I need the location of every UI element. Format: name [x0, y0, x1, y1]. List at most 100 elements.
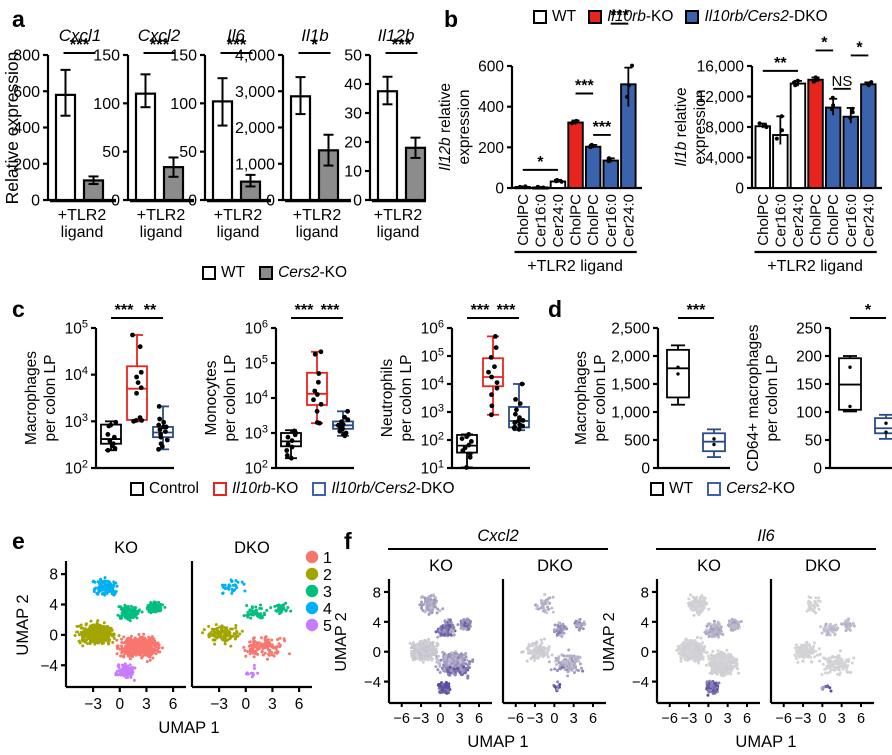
umap-point [443, 632, 447, 636]
umap-point [568, 667, 572, 671]
legend-item-b-ko: Il10rb-KO [588, 8, 673, 26]
umap-point [270, 643, 274, 647]
umap-point [459, 621, 463, 625]
data-point [831, 103, 836, 108]
y-tick-label: 102 [245, 459, 268, 478]
umap-point [263, 651, 267, 655]
x-tick-label: 0 [436, 711, 444, 727]
data-point [139, 418, 145, 423]
y-tick-label: 106 [245, 319, 268, 338]
umap-point [439, 658, 443, 662]
x-tick-label: 3 [570, 711, 578, 727]
umap-point [446, 685, 450, 689]
chart-title-Il1b: Il1b [301, 26, 328, 45]
umap-point [122, 655, 126, 659]
umap-point [275, 604, 279, 608]
umap-point [163, 605, 167, 609]
umap-point [251, 647, 255, 651]
umap-point [260, 650, 264, 654]
umap-point [572, 670, 576, 674]
umap-point [546, 601, 550, 605]
x-tick-label: 0 [241, 696, 250, 713]
umap-point [128, 653, 132, 657]
umap-point [466, 618, 470, 622]
x-tick-label-0: CholPC [755, 194, 772, 246]
umap-point [553, 623, 557, 627]
umap-point [157, 600, 161, 604]
umap-point [423, 610, 427, 614]
umap-point [436, 668, 440, 672]
x-tick-label-2: Cer24:0 [790, 194, 807, 247]
y-tick-label: 50 [805, 433, 823, 450]
umap-point [138, 635, 142, 639]
data-point [107, 438, 113, 444]
umap-point [90, 627, 94, 631]
umap-point [441, 625, 445, 629]
y-tick-label: 12,000 [697, 89, 745, 106]
umap-point [92, 590, 96, 594]
umap-point [248, 609, 252, 613]
umap-point [277, 606, 281, 610]
umap-point [245, 671, 249, 675]
umap-point [530, 650, 534, 654]
umap-point [99, 578, 103, 582]
umap-point [435, 611, 439, 615]
bar-3 [807, 78, 824, 189]
umap-point [132, 609, 136, 613]
umap-point [433, 605, 437, 609]
umap-point [259, 616, 263, 620]
umap-point [462, 653, 466, 657]
y-tick-label: 250 [796, 321, 822, 338]
umap-point [264, 635, 268, 639]
umap-point [536, 604, 540, 608]
sig-label: *** [497, 302, 516, 319]
umap-point [443, 686, 447, 690]
sig-label: *** [227, 35, 247, 54]
data-point [285, 434, 291, 440]
umap-point [729, 672, 733, 676]
umap-point [160, 646, 164, 650]
umap-point [444, 664, 448, 668]
umap-point [428, 606, 432, 610]
legend-swatch-b-dko [685, 10, 700, 24]
data-point [512, 411, 518, 417]
panel-e-ylabel: UMAP 2 [14, 594, 32, 655]
umap-point [120, 611, 124, 615]
umap-point [126, 675, 130, 679]
umap-point [703, 644, 707, 648]
umap-point [276, 638, 280, 642]
umap-point [556, 687, 560, 691]
umap-point [715, 655, 719, 659]
umap-point [431, 640, 435, 644]
umap-point [681, 648, 685, 652]
umap-point [154, 645, 158, 649]
umap-point [252, 663, 256, 667]
umap-point [539, 638, 543, 642]
umap-point [147, 635, 151, 639]
umap-point [560, 660, 564, 664]
bar-2 [789, 82, 807, 189]
umap-point [120, 667, 124, 671]
umap-point [557, 631, 561, 635]
y-tick-label: 200 [796, 349, 822, 366]
umap-point [287, 652, 291, 656]
umap-point [568, 659, 572, 663]
umap-point [560, 634, 564, 638]
umap-point [144, 647, 148, 651]
umap-point [251, 651, 255, 655]
bar-6 [860, 83, 877, 189]
x-tick-label: 0 [115, 696, 124, 713]
data-point [625, 94, 630, 99]
legend-item-d-cers2ko: Cers2-KO [707, 480, 795, 498]
data-point [494, 380, 500, 385]
x-tick-label: −6 [507, 711, 524, 727]
umap-point [99, 633, 103, 637]
umap-point [101, 624, 105, 628]
x-label-line1: +TLR2 [137, 207, 186, 224]
legend-item-c-control: Control [130, 480, 199, 498]
umap-point [716, 649, 720, 653]
umap-point [729, 666, 733, 670]
umap-point [128, 673, 132, 677]
